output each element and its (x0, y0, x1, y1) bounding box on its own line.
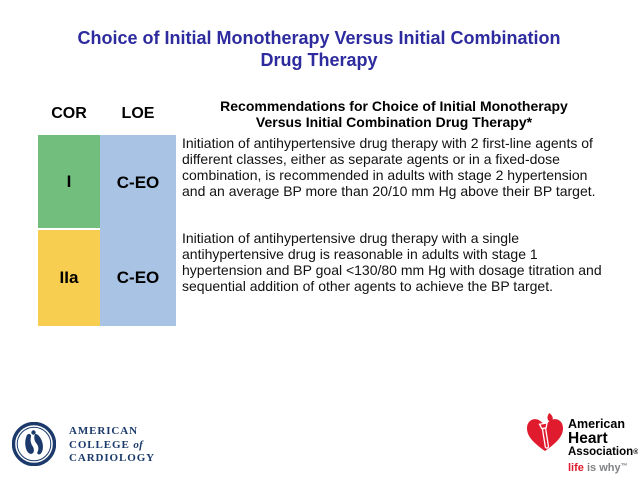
acc-logo: AMERICAN COLLEGE of CARDIOLOGY (12, 421, 212, 471)
acc-line2: COLLEGE of (69, 438, 144, 451)
rec-header-line2: Versus Initial Combination Drug Therapy* (255, 114, 533, 130)
tagline-rest: is why (583, 462, 621, 474)
aha-tagline: life is why™ (568, 462, 638, 474)
title-line2: Drug Therapy (260, 50, 378, 70)
cor-badge-class-iia: IIa (38, 230, 100, 326)
registered-mark: ® (633, 449, 638, 456)
aha-line3: Association® (568, 446, 638, 458)
aha-heart-torch-icon (527, 413, 563, 451)
acc-line1: AMERICAN (69, 425, 138, 437)
recommendations-table: COR LOE Recommendations for Choice of In… (38, 95, 612, 326)
column-header-loe: LOE (121, 105, 155, 122)
cor-badge-class-i: I (38, 135, 100, 230)
tagline-life: life (568, 462, 584, 474)
aha-wordmark: American Heart Association® life is why™ (568, 417, 638, 475)
page-title: Choice of Initial Monotherapy Versus Ini… (0, 27, 638, 71)
aha-logo: American Heart Association® life is why™ (524, 408, 638, 474)
recommendation-text-row2: Initiation of antihypertensive drug ther… (182, 230, 602, 294)
aha-line1: American (568, 417, 625, 431)
loe-badge-row2: C-EO (100, 230, 176, 326)
acc-line3: CARDIOLOGY (69, 452, 156, 464)
column-header-recommendations: Recommendations for Choice of Initial Mo… (176, 95, 612, 135)
rec-header-line1: Recommendations for Choice of Initial Mo… (220, 98, 568, 114)
recommendation-text-row1: Initiation of antihypertensive drug ther… (182, 135, 596, 199)
title-line1: Choice of Initial Monotherapy Versus Ini… (77, 28, 561, 48)
acc-seal-icon (12, 422, 56, 466)
column-header-cor: COR (51, 105, 87, 122)
acc-wordmark: AMERICAN COLLEGE of CARDIOLOGY (69, 425, 155, 466)
trademark-mark: ™ (620, 463, 628, 470)
loe-badge-row1: C-EO (100, 135, 176, 230)
aha-line2: Heart (568, 430, 608, 447)
